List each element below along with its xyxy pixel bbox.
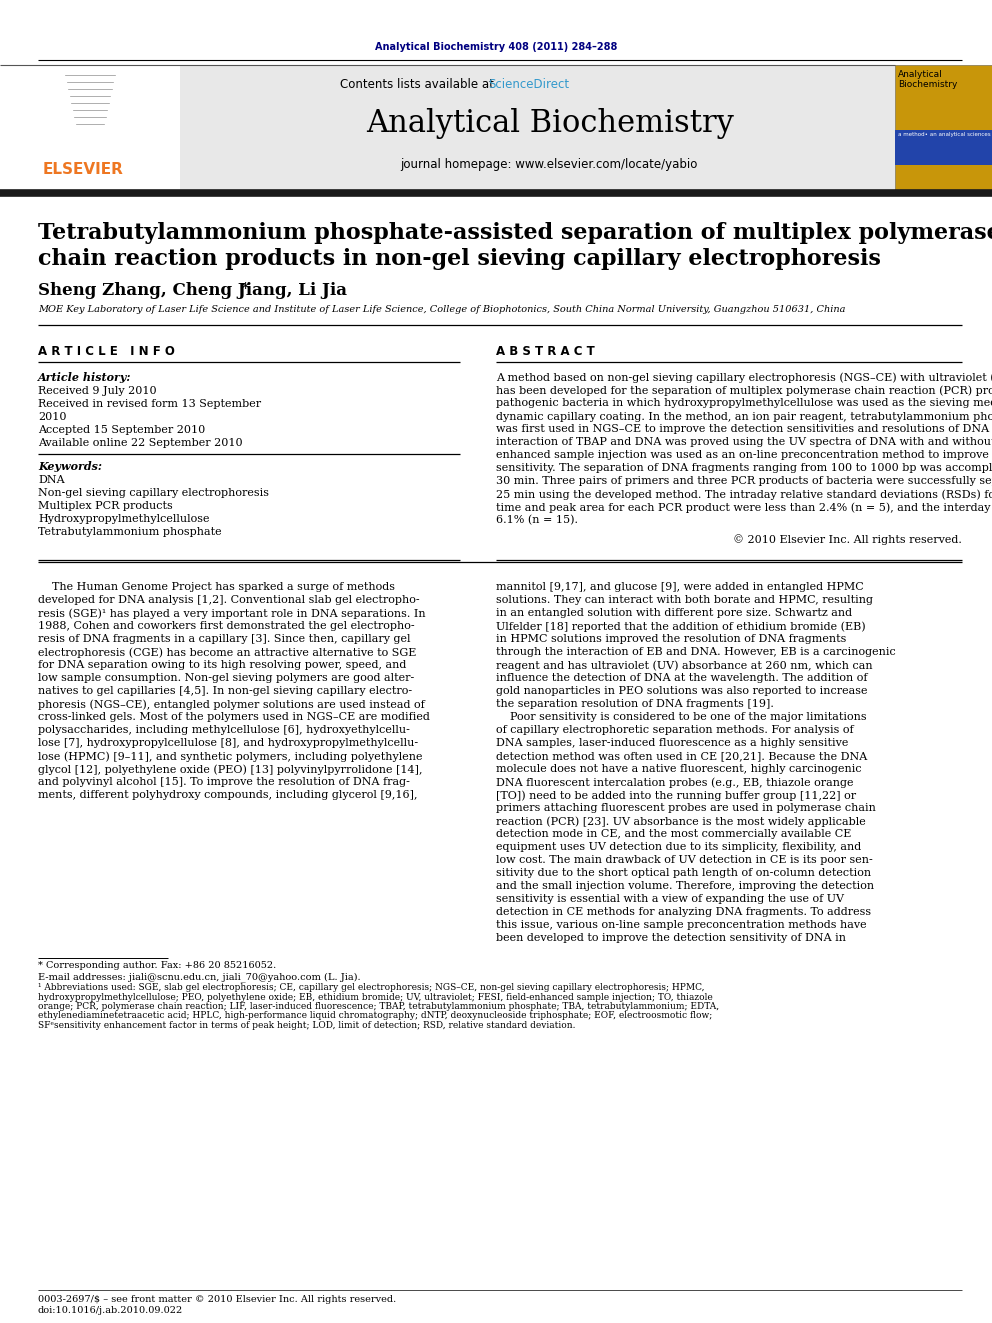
Text: [TO]) need to be added into the running buffer group [11,22] or: [TO]) need to be added into the running …: [496, 790, 856, 800]
Text: reaction (PCR) [23]. UV absorbance is the most widely applicable: reaction (PCR) [23]. UV absorbance is th…: [496, 816, 866, 827]
Text: Analytical
Biochemistry: Analytical Biochemistry: [898, 70, 957, 90]
Text: has been developed for the separation of multiplex polymerase chain reaction (PC: has been developed for the separation of…: [496, 385, 992, 396]
Text: in an entangled solution with different pore size. Schwartz and: in an entangled solution with different …: [496, 609, 852, 618]
Text: glycol [12], polyethylene oxide (PEO) [13] polyvinylpyrrolidone [14],: glycol [12], polyethylene oxide (PEO) [1…: [38, 763, 423, 774]
Text: Accepted 15 September 2010: Accepted 15 September 2010: [38, 425, 205, 435]
Text: Non-gel sieving capillary electrophoresis: Non-gel sieving capillary electrophoresi…: [38, 488, 269, 497]
Text: Ulfelder [18] reported that the addition of ethidium bromide (EB): Ulfelder [18] reported that the addition…: [496, 620, 866, 631]
Text: been developed to improve the detection sensitivity of DNA in: been developed to improve the detection …: [496, 933, 846, 943]
Text: DNA: DNA: [38, 475, 64, 486]
Text: Received in revised form 13 September: Received in revised form 13 September: [38, 400, 261, 409]
Text: this issue, various on-line sample preconcentration methods have: this issue, various on-line sample preco…: [496, 919, 867, 930]
Text: orange; PCR, polymerase chain reaction; LIF, laser-induced fluorescence; TBAP, t: orange; PCR, polymerase chain reaction; …: [38, 1002, 719, 1011]
Text: A B S T R A C T: A B S T R A C T: [496, 345, 595, 359]
Text: electrophoresis (CGE) has become an attractive alternative to SGE: electrophoresis (CGE) has become an attr…: [38, 647, 417, 658]
Text: detection method was often used in CE [20,21]. Because the DNA: detection method was often used in CE [2…: [496, 751, 867, 761]
Bar: [895, 65, 992, 193]
Bar: [180, 65, 895, 193]
Text: * Corresponding author. Fax: +86 20 85216052.: * Corresponding author. Fax: +86 20 8521…: [38, 960, 276, 970]
Text: sensitivity. The separation of DNA fragments ranging from 100 to 1000 bp was acc: sensitivity. The separation of DNA fragm…: [496, 463, 992, 474]
Text: DNA fluorescent intercalation probes (e.g., EB, thiazole orange: DNA fluorescent intercalation probes (e.…: [496, 777, 853, 787]
Text: lose [7], hydroxypropylcellulose [8], and hydroxypropylmethylcellu-: lose [7], hydroxypropylcellulose [8], an…: [38, 738, 418, 747]
Text: enhanced sample injection was used as an on-line preconcentration method to impr: enhanced sample injection was used as an…: [496, 450, 992, 460]
Text: doi:10.1016/j.ab.2010.09.022: doi:10.1016/j.ab.2010.09.022: [38, 1306, 184, 1315]
Bar: [895, 130, 992, 165]
Text: primers attaching fluorescent probes are used in polymerase chain: primers attaching fluorescent probes are…: [496, 803, 876, 814]
Text: 2010: 2010: [38, 411, 66, 422]
Text: influence the detection of DNA at the wavelength. The addition of: influence the detection of DNA at the wa…: [496, 673, 867, 683]
Text: Received 9 July 2010: Received 9 July 2010: [38, 386, 157, 396]
Text: Contents lists available at: Contents lists available at: [340, 78, 498, 91]
Text: Poor sensitivity is considered to be one of the major limitations: Poor sensitivity is considered to be one…: [496, 712, 867, 722]
Text: Article history:: Article history:: [38, 372, 132, 382]
Text: 0003-2697/$ – see front matter © 2010 Elsevier Inc. All rights reserved.: 0003-2697/$ – see front matter © 2010 El…: [38, 1295, 396, 1304]
Text: detection mode in CE, and the most commercially available CE: detection mode in CE, and the most comme…: [496, 830, 851, 839]
Text: of capillary electrophoretic separation methods. For analysis of: of capillary electrophoretic separation …: [496, 725, 854, 736]
Text: SFᵉsensitivity enhancement factor in terms of peak height; LOD, limit of detecti: SFᵉsensitivity enhancement factor in ter…: [38, 1021, 575, 1031]
Text: journal homepage: www.elsevier.com/locate/yabio: journal homepage: www.elsevier.com/locat…: [400, 157, 697, 171]
Text: lose (HPMC) [9–11], and synthetic polymers, including polyethylene: lose (HPMC) [9–11], and synthetic polyme…: [38, 751, 423, 762]
Text: dynamic capillary coating. In the method, an ion pair reagent, tetrabutylammoniu: dynamic capillary coating. In the method…: [496, 411, 992, 422]
Text: equipment uses UV detection due to its simplicity, flexibility, and: equipment uses UV detection due to its s…: [496, 841, 861, 852]
Text: molecule does not have a native fluorescent, highly carcinogenic: molecule does not have a native fluoresc…: [496, 763, 862, 774]
Text: a method• an analytical sciences: a method• an analytical sciences: [898, 132, 991, 138]
Text: A R T I C L E   I N F O: A R T I C L E I N F O: [38, 345, 175, 359]
Text: solutions. They can interact with both borate and HPMC, resulting: solutions. They can interact with both b…: [496, 595, 873, 605]
Text: interaction of TBAP and DNA was proved using the UV spectra of DNA with and with: interaction of TBAP and DNA was proved u…: [496, 437, 992, 447]
Text: time and peak area for each PCR product were less than 2.4% (n = 5), and the int: time and peak area for each PCR product …: [496, 501, 992, 512]
Text: in HPMC solutions improved the resolution of DNA fragments: in HPMC solutions improved the resolutio…: [496, 634, 846, 644]
Text: ethylenediaminetetraacetic acid; HPLC, high-performance liquid chromatography; d: ethylenediaminetetraacetic acid; HPLC, h…: [38, 1012, 712, 1020]
Text: Sheng Zhang, Cheng Jiang, Li Jia: Sheng Zhang, Cheng Jiang, Li Jia: [38, 282, 347, 299]
Text: Analytical Biochemistry: Analytical Biochemistry: [366, 108, 734, 139]
Text: 30 min. Three pairs of primers and three PCR products of bacteria were successfu: 30 min. Three pairs of primers and three…: [496, 476, 992, 486]
Text: ScienceDirect: ScienceDirect: [488, 78, 569, 91]
Text: chain reaction products in non-gel sieving capillary electrophoresis: chain reaction products in non-gel sievi…: [38, 247, 881, 270]
Text: and the small injection volume. Therefore, improving the detection: and the small injection volume. Therefor…: [496, 881, 874, 890]
Text: was first used in NGS–CE to improve the detection sensitivities and resolutions : was first used in NGS–CE to improve the …: [496, 423, 992, 434]
Text: 6.1% (n = 15).: 6.1% (n = 15).: [496, 515, 578, 525]
Text: reagent and has ultraviolet (UV) absorbance at 260 nm, which can: reagent and has ultraviolet (UV) absorba…: [496, 660, 873, 671]
Text: Analytical Biochemistry 408 (2011) 284–288: Analytical Biochemistry 408 (2011) 284–2…: [375, 42, 617, 52]
Text: sitivity due to the short optical path length of on-column detection: sitivity due to the short optical path l…: [496, 868, 871, 878]
Text: *: *: [242, 282, 249, 296]
Text: low sample consumption. Non-gel sieving polymers are good alter-: low sample consumption. Non-gel sieving …: [38, 673, 415, 683]
Text: resis (SGE)¹ has played a very important role in DNA separations. In: resis (SGE)¹ has played a very important…: [38, 609, 426, 619]
Text: gold nanoparticles in PEO solutions was also reported to increase: gold nanoparticles in PEO solutions was …: [496, 687, 867, 696]
Text: Hydroxypropylmethylcellulose: Hydroxypropylmethylcellulose: [38, 515, 209, 524]
Text: low cost. The main drawback of UV detection in CE is its poor sen-: low cost. The main drawback of UV detect…: [496, 855, 873, 865]
Text: ELSEVIER: ELSEVIER: [43, 161, 124, 177]
Text: phoresis (NGS–CE), entangled polymer solutions are used instead of: phoresis (NGS–CE), entangled polymer sol…: [38, 699, 425, 709]
Text: ¹ Abbreviations used: SGE, slab gel electrophoresis; CE, capillary gel electroph: ¹ Abbreviations used: SGE, slab gel elec…: [38, 983, 704, 992]
Text: natives to gel capillaries [4,5]. In non-gel sieving capillary electro-: natives to gel capillaries [4,5]. In non…: [38, 687, 412, 696]
Text: Keywords:: Keywords:: [38, 460, 102, 472]
Text: developed for DNA analysis [1,2]. Conventional slab gel electropho-: developed for DNA analysis [1,2]. Conven…: [38, 595, 420, 605]
Text: A method based on non-gel sieving capillary electrophoresis (NGS–CE) with ultrav: A method based on non-gel sieving capill…: [496, 372, 992, 382]
Text: hydroxypropylmethylcellulose; PEO, polyethylene oxide; EB, ethidium bromide; UV,: hydroxypropylmethylcellulose; PEO, polye…: [38, 992, 712, 1002]
Text: 25 min using the developed method. The intraday relative standard deviations (RS: 25 min using the developed method. The i…: [496, 490, 992, 500]
Text: polysaccharides, including methylcellulose [6], hydroxyethylcellu-: polysaccharides, including methylcellulo…: [38, 725, 410, 736]
Text: detection in CE methods for analyzing DNA fragments. To address: detection in CE methods for analyzing DN…: [496, 908, 871, 917]
Text: 1988, Cohen and coworkers first demonstrated the gel electropho-: 1988, Cohen and coworkers first demonstr…: [38, 620, 415, 631]
Text: resis of DNA fragments in a capillary [3]. Since then, capillary gel: resis of DNA fragments in a capillary [3…: [38, 634, 411, 644]
Text: MOE Key Laboratory of Laser Life Science and Institute of Laser Life Science, Co: MOE Key Laboratory of Laser Life Science…: [38, 306, 845, 314]
Bar: [895, 65, 992, 193]
Text: ments, different polyhydroxy compounds, including glycerol [9,16],: ments, different polyhydroxy compounds, …: [38, 790, 418, 800]
Text: pathogenic bacteria in which hydroxypropylmethylcellulose was used as the sievin: pathogenic bacteria in which hydroxyprop…: [496, 398, 992, 407]
Text: Available online 22 September 2010: Available online 22 September 2010: [38, 438, 243, 448]
Text: Multiplex PCR products: Multiplex PCR products: [38, 501, 173, 511]
Text: E-mail addresses: jiali@scnu.edu.cn, jiali_70@yahoo.com (L. Jia).: E-mail addresses: jiali@scnu.edu.cn, jia…: [38, 972, 361, 982]
Text: Tetrabutylammonium phosphate: Tetrabutylammonium phosphate: [38, 527, 221, 537]
Text: cross-linked gels. Most of the polymers used in NGS–CE are modified: cross-linked gels. Most of the polymers …: [38, 712, 430, 722]
Text: for DNA separation owing to its high resolving power, speed, and: for DNA separation owing to its high res…: [38, 660, 407, 669]
Text: © 2010 Elsevier Inc. All rights reserved.: © 2010 Elsevier Inc. All rights reserved…: [733, 534, 962, 545]
Text: and polyvinyl alcohol [15]. To improve the resolution of DNA frag-: and polyvinyl alcohol [15]. To improve t…: [38, 777, 410, 787]
Text: DNA samples, laser-induced fluorescence as a highly sensitive: DNA samples, laser-induced fluorescence …: [496, 738, 848, 747]
Text: sensitivity is essential with a view of expanding the use of UV: sensitivity is essential with a view of …: [496, 894, 844, 904]
Text: the separation resolution of DNA fragments [19].: the separation resolution of DNA fragmen…: [496, 699, 774, 709]
Text: mannitol [9,17], and glucose [9], were added in entangled HPMC: mannitol [9,17], and glucose [9], were a…: [496, 582, 864, 591]
Text: through the interaction of EB and DNA. However, EB is a carcinogenic: through the interaction of EB and DNA. H…: [496, 647, 896, 658]
Text: The Human Genome Project has sparked a surge of methods: The Human Genome Project has sparked a s…: [38, 582, 395, 591]
Text: Tetrabutylammonium phosphate-assisted separation of multiplex polymerase: Tetrabutylammonium phosphate-assisted se…: [38, 222, 992, 243]
